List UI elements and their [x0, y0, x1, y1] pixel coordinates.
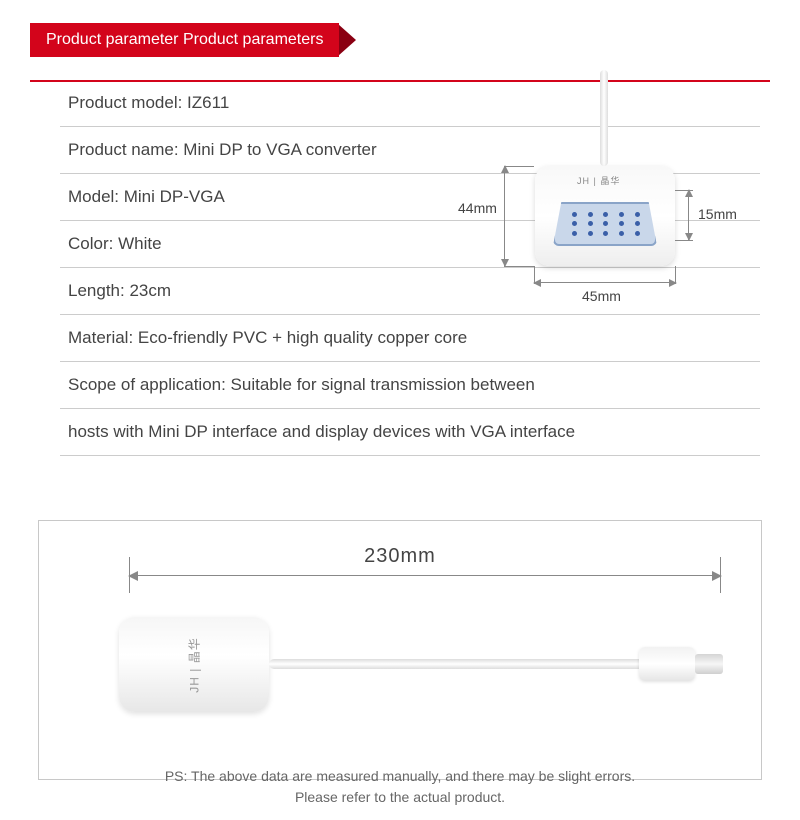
footer-note-line1: PS: The above data are measured manually…: [0, 766, 800, 787]
minidp-plug-tip-icon: [695, 654, 723, 674]
adapter-side-brand-label: JH | 晶华: [186, 637, 203, 692]
dim-line-length: [129, 575, 721, 576]
adapter-front-diagram: JH | 晶华 44mm 45mm 15mm: [480, 130, 780, 310]
adapter-side-body-icon: JH | 晶华: [119, 617, 269, 712]
dim-label-length: 230mm: [364, 545, 436, 568]
dim-label-width: 45mm: [582, 288, 621, 304]
dim-line-thickness: [688, 190, 689, 240]
spec-row: Material: Eco-friendly PVC + high qualit…: [60, 315, 760, 362]
header-underline: [30, 80, 770, 82]
footer-note: PS: The above data are measured manually…: [0, 766, 800, 808]
dim-line-width: [534, 282, 676, 283]
dim-line-height: [504, 166, 505, 266]
spec-row: hosts with Mini DP interface and display…: [60, 409, 760, 456]
header-title: Product parameter Product parameters: [30, 23, 339, 57]
spec-row: Scope of application: Suitable for signa…: [60, 362, 760, 409]
adapter-brand-label: JH | 晶华: [577, 174, 620, 187]
adapter-side-cable-icon: [269, 659, 649, 669]
footer-note-line2: Please refer to the actual product.: [0, 787, 800, 808]
dim-label-thickness: 15mm: [698, 206, 737, 222]
adapter-body-icon: JH | 晶华: [535, 166, 675, 266]
adapter-cable-icon: [600, 70, 608, 166]
vga-pins-icon: [567, 210, 645, 238]
spec-row: Product model: IZ611: [60, 80, 760, 127]
adapter-side-diagram: 230mm JH | 晶华: [38, 520, 762, 780]
dim-label-height: 44mm: [458, 200, 497, 216]
header-banner-triangle: [338, 24, 356, 56]
minidp-plug-body-icon: [639, 647, 695, 681]
header-banner: Product parameter Product parameters: [30, 20, 800, 60]
